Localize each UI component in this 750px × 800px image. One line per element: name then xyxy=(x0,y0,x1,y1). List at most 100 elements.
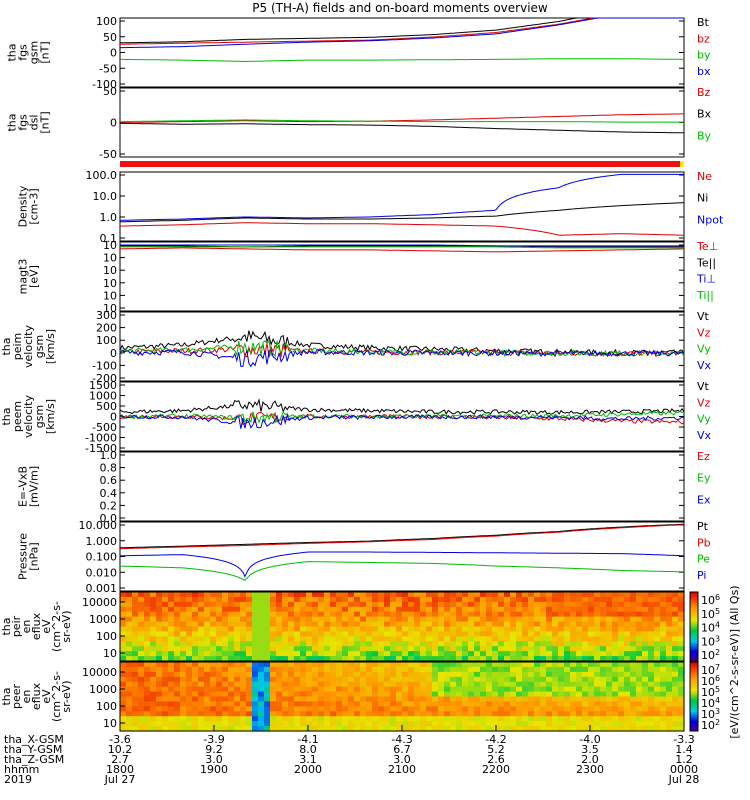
spectrogram-cell xyxy=(384,596,391,603)
spectrogram-cell xyxy=(624,611,631,618)
spectrogram-cell xyxy=(438,696,445,702)
spectrogram-cell xyxy=(234,611,241,618)
spectrogram-cell xyxy=(252,606,259,613)
spectrogram-cell xyxy=(492,611,499,618)
spectrogram-cell xyxy=(666,596,673,603)
colorbar-cell xyxy=(690,715,698,718)
spectrogram-cell xyxy=(618,662,625,668)
spectrogram-cell xyxy=(282,631,289,637)
spectrogram-cell xyxy=(174,626,181,632)
spectrogram-cell xyxy=(462,716,469,722)
spectrogram-cell xyxy=(678,621,685,628)
spectrogram-cell xyxy=(510,626,517,632)
spectrogram-cell xyxy=(438,646,445,652)
spectrogram-cell xyxy=(624,651,631,657)
spectrogram-cell xyxy=(636,701,643,707)
spectrogram-cell xyxy=(150,641,157,647)
legend-Ni: Ni xyxy=(697,192,708,205)
spectrogram-cell xyxy=(324,651,331,657)
legend-Pe: Pe xyxy=(697,553,710,566)
spectrogram-cell xyxy=(570,611,577,618)
spectrogram-cell xyxy=(198,716,205,722)
spectrogram-cell xyxy=(474,631,481,637)
spectrogram-cell xyxy=(198,711,205,717)
spectrogram-cell xyxy=(330,616,337,623)
spectrogram-cell xyxy=(330,726,337,732)
spectrogram-cell xyxy=(594,636,601,642)
spectrogram-cell xyxy=(162,666,169,673)
spectrogram-cell xyxy=(660,701,667,707)
spectrogram-cell xyxy=(192,662,199,668)
spectrogram-cell xyxy=(162,706,169,712)
spectrogram-cell xyxy=(282,641,289,647)
spectrogram-cell xyxy=(546,596,553,603)
spectrogram-cell xyxy=(546,616,553,623)
spectrogram-cell xyxy=(288,701,295,707)
y-tick-label: 300 xyxy=(96,309,117,322)
spectrogram-cell xyxy=(372,631,379,637)
spectrogram-cell xyxy=(168,696,175,702)
spectrogram-cell xyxy=(492,631,499,637)
spectrogram-cell xyxy=(390,662,397,668)
spectrogram-cell xyxy=(126,656,133,662)
spectrogram-cell xyxy=(288,631,295,637)
spectrogram-cell xyxy=(300,621,307,628)
spectrogram-cell xyxy=(648,691,655,698)
spectrogram-cell xyxy=(348,726,355,732)
spectrogram-cell xyxy=(402,651,409,657)
spectrogram-cell xyxy=(606,706,613,712)
y-tick-label: 10 xyxy=(103,252,117,265)
spectrogram-cell xyxy=(234,592,241,598)
colorbar-cell xyxy=(690,636,698,640)
spectrogram-cell xyxy=(498,676,505,683)
spectrogram-cell xyxy=(192,711,199,717)
spectrogram-cell xyxy=(642,592,649,598)
spectrogram-cell xyxy=(540,686,547,693)
spectrogram-cell xyxy=(198,676,205,683)
spectrogram-cell xyxy=(144,686,151,693)
spectrogram-cell xyxy=(204,666,211,673)
spectrogram-cell xyxy=(168,611,175,618)
spectrogram-cell xyxy=(438,601,445,608)
spectrogram-cell xyxy=(528,646,535,652)
spectrogram-cell xyxy=(426,611,433,618)
spectrogram-cell xyxy=(330,711,337,717)
spectrogram-cell xyxy=(270,616,277,623)
spectrogram-cell xyxy=(594,606,601,613)
spectrogram-cell xyxy=(426,706,433,712)
spectrogram-cell xyxy=(258,666,265,673)
spectrogram-cell xyxy=(162,616,169,623)
spectrogram-cell xyxy=(642,626,649,632)
spectrogram-cell xyxy=(600,681,607,688)
spectrogram-cell xyxy=(318,691,325,698)
colorbar-cell xyxy=(690,722,698,725)
spectrogram-cell xyxy=(546,671,553,678)
spectrogram-cell xyxy=(366,611,373,618)
spectrogram-cell xyxy=(630,691,637,698)
spectrogram-cell xyxy=(300,706,307,712)
spectrogram-cell xyxy=(156,676,163,683)
spectrogram-cell xyxy=(408,631,415,637)
spectrogram-cell xyxy=(528,626,535,632)
spectrogram-cell xyxy=(342,706,349,712)
spectrogram-cell xyxy=(486,662,493,668)
spectrogram-cell xyxy=(552,716,559,722)
spectrogram-cell xyxy=(126,601,133,608)
spectrogram-cell xyxy=(480,641,487,647)
spectrogram-cell xyxy=(654,601,661,608)
spectrogram-cell xyxy=(426,662,433,668)
spectrogram-cell xyxy=(588,646,595,652)
y-axis-label: velocity xyxy=(22,325,35,368)
spectrogram-cell xyxy=(246,696,253,702)
spectrogram-cell xyxy=(354,701,361,707)
spectrogram-cell xyxy=(372,641,379,647)
spectrogram-cell xyxy=(360,662,367,668)
spectrogram-cell xyxy=(138,721,145,727)
spectrogram-cell xyxy=(210,691,217,698)
spectrogram-cell xyxy=(336,651,343,657)
spectrogram-cell xyxy=(174,606,181,613)
spectrogram-cell xyxy=(240,681,247,688)
spectrogram-cell xyxy=(432,726,439,732)
spectrogram-cell xyxy=(432,641,439,647)
spectrogram-cell xyxy=(666,631,673,637)
